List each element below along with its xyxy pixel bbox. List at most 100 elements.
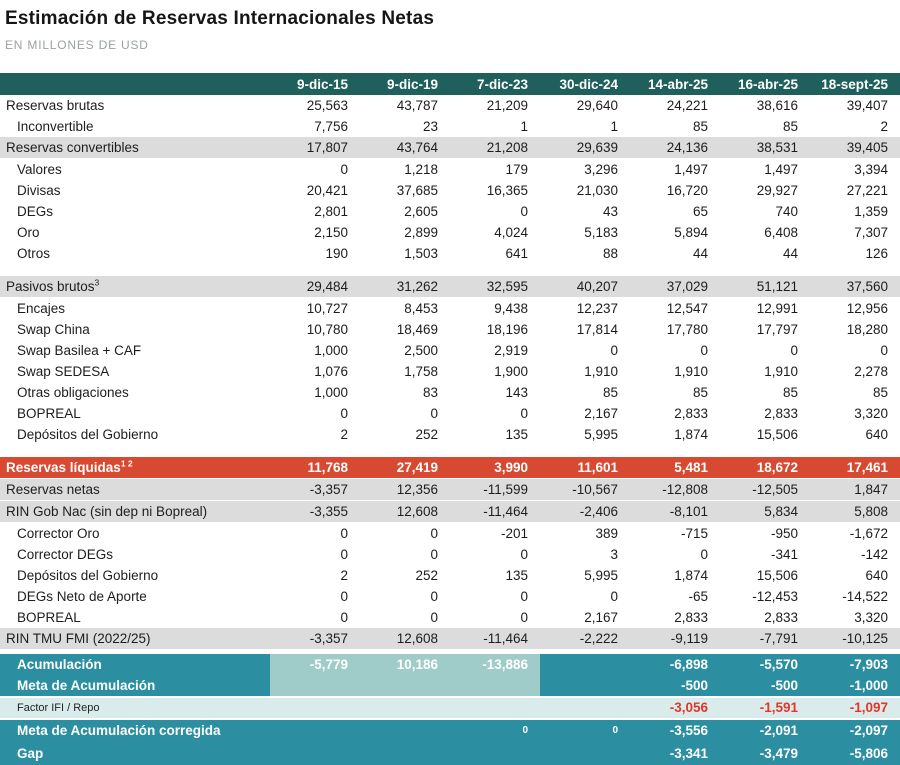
table-row: Otras obligaciones 1,000 83 143 85 85 85 85 — [0, 382, 900, 403]
value-cell: 21,209 — [486, 98, 528, 113]
value-cell: 0 — [430, 547, 438, 562]
row-label: Encajes — [17, 301, 66, 316]
value-cell: 1,910 — [584, 364, 618, 379]
value-cell: 5,834 — [720, 500, 810, 523]
row-label: Depósitos del Gobierno — [17, 568, 159, 583]
value-cell: 640 — [865, 427, 888, 442]
value-cell: 0 — [430, 589, 438, 604]
value-cell: -10,125 — [810, 628, 900, 650]
value-cell: 135 — [505, 427, 528, 442]
row-label: BOPREAL — [17, 610, 81, 625]
row-label: Swap Basilea + CAF — [17, 343, 142, 358]
value-cell: 1,874 — [674, 568, 708, 583]
row-label: Oro — [17, 225, 40, 240]
row-label: Reservas brutas — [6, 98, 105, 113]
table-row: Inconvertible 7,756 23 1 1 85 85 2 — [0, 116, 900, 137]
value-cell: 0 — [340, 526, 348, 541]
table-row: BOPREAL 0 0 0 2,167 2,833 2,833 3,320 — [0, 403, 900, 424]
column-header: 18-sept-25 — [810, 73, 900, 95]
value-cell: 85 — [872, 385, 888, 400]
value-cell: 27,221 — [846, 183, 888, 198]
value-cell: -11,464 — [450, 628, 540, 650]
value-cell: 44 — [782, 246, 798, 261]
value-cell: 2,150 — [314, 225, 348, 240]
row-label: Swap China — [17, 322, 90, 337]
value-cell: -2,097 — [810, 719, 900, 741]
value-cell: -500 — [630, 675, 720, 697]
value-cell — [540, 696, 630, 720]
table-row: Encajes 10,727 8,453 9,438 12,237 12,547 12,99… — [0, 298, 900, 320]
value-cell: -8,101 — [630, 500, 720, 523]
row-label: Corrector DEGs — [17, 547, 114, 562]
value-cell: -65 — [688, 589, 708, 604]
value-cell: 85 — [782, 119, 798, 134]
value-cell: 1,874 — [674, 427, 708, 442]
value-cell: 2,605 — [404, 204, 438, 219]
value-cell: -6,898 — [630, 654, 720, 675]
table-row: DEGs Neto de Aporte 0 0 0 0 -65 -12,453 -14,522 — [0, 586, 900, 607]
value-cell: 2 — [340, 427, 348, 442]
value-cell: 65 — [692, 204, 708, 219]
value-cell: 252 — [415, 568, 438, 583]
value-cell: 2,833 — [674, 406, 708, 421]
value-cell: 0 — [700, 547, 708, 562]
value-cell: 2,899 — [404, 225, 438, 240]
value-cell: 1,900 — [494, 364, 528, 379]
row-label: Pasivos brutos3 — [0, 276, 270, 298]
value-cell: 38,616 — [756, 98, 798, 113]
column-header: 9-dic-15 — [270, 73, 360, 95]
value-cell — [540, 654, 630, 675]
value-cell: 18,672 — [720, 457, 810, 479]
value-cell: 0 — [430, 406, 438, 421]
table-row: DEGs 2,801 2,605 0 43 65 740 1,359 — [0, 201, 900, 222]
value-cell: 0 — [610, 343, 618, 358]
value-cell: -715 — [680, 526, 708, 541]
row-label: Divisas — [17, 183, 61, 198]
value-cell: 1,076 — [314, 364, 348, 379]
table-row: RIN TMU FMI (2022/25) -3,357 12,608 -11,464… — [0, 628, 900, 650]
value-cell: 5,894 — [674, 225, 708, 240]
column-header: 16-abr-25 — [720, 73, 810, 95]
column-header-blank — [0, 73, 270, 95]
value-cell: 1,000 — [314, 385, 348, 400]
value-cell: 1,218 — [404, 162, 438, 177]
value-cell: 29,927 — [756, 183, 798, 198]
table-row: Swap China 10,780 18,469 18,196 17,814 17,780… — [0, 319, 900, 340]
value-cell: 1,847 — [810, 478, 900, 501]
row-label: DEGs — [17, 204, 54, 219]
value-cell — [360, 719, 450, 741]
value-cell: 85 — [692, 385, 708, 400]
value-cell: 5,995 — [584, 568, 618, 583]
value-cell: 31,262 — [360, 276, 450, 298]
value-cell: 2,833 — [674, 610, 708, 625]
value-cell: 135 — [505, 568, 528, 583]
value-cell: -3,056 — [630, 696, 720, 720]
value-cell: 389 — [595, 526, 618, 541]
column-header: 9-dic-19 — [360, 73, 450, 95]
value-cell: 10,780 — [306, 322, 348, 337]
value-cell: 0 — [610, 589, 618, 604]
value-cell: 24,221 — [666, 98, 708, 113]
value-cell: -1,000 — [810, 675, 900, 697]
value-cell: -7,791 — [720, 628, 810, 650]
row-label: Inconvertible — [17, 119, 94, 134]
value-cell: 37,685 — [396, 183, 438, 198]
row-label: Factor IFI / Repo — [0, 696, 270, 720]
value-cell: -2,091 — [720, 719, 810, 741]
value-cell: 29,639 — [540, 137, 630, 159]
value-cell — [450, 675, 540, 697]
value-cell: 7,756 — [314, 119, 348, 134]
value-cell: -11,599 — [450, 478, 540, 501]
value-cell — [270, 696, 360, 720]
value-cell: 2,801 — [314, 204, 348, 219]
table-row: Corrector DEGs 0 0 0 3 0 -341 -142 — [0, 544, 900, 565]
value-cell: 2,833 — [764, 610, 798, 625]
value-cell: -11,464 — [450, 500, 540, 523]
report-title: Estimación de Reservas Internacionales N… — [5, 8, 435, 29]
table-row: Factor IFI / Repo -3,056 -1,591 -1,097 — [0, 696, 900, 720]
row-label: Otras obligaciones — [17, 385, 129, 400]
value-cell: 44 — [692, 246, 708, 261]
value-cell: 2,833 — [764, 406, 798, 421]
value-cell: 25,563 — [306, 98, 348, 113]
value-cell — [360, 741, 450, 765]
